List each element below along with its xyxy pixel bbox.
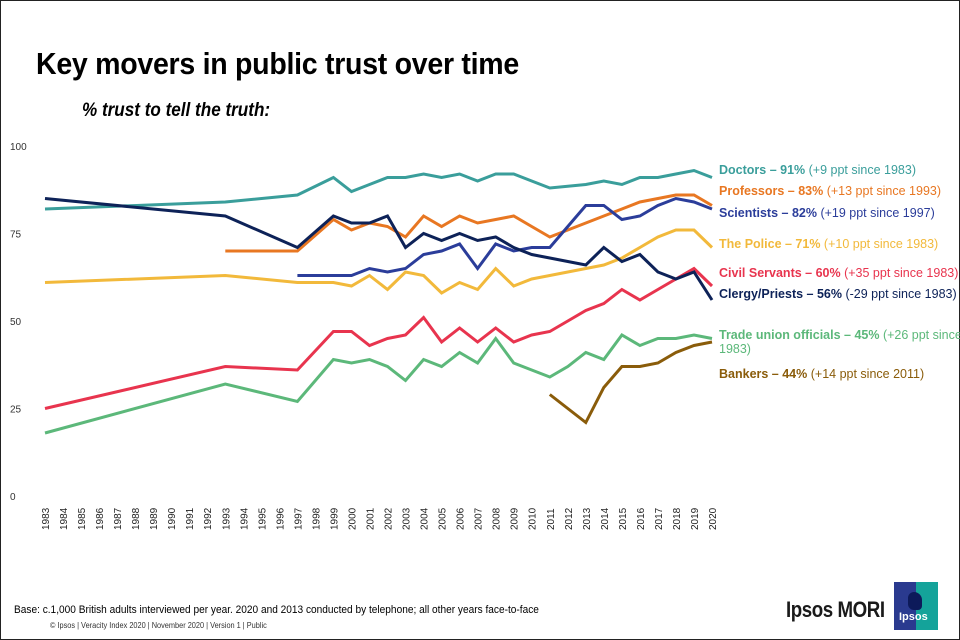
- x-tick-label: 2004: [420, 507, 431, 530]
- legend-label-value: Trade union officials – 45%: [719, 328, 880, 342]
- legend-label-value: Doctors – 91%: [719, 163, 806, 177]
- x-tick-label: 2005: [438, 507, 449, 530]
- legend-label-change: (+19 ppt since 1997): [816, 206, 935, 220]
- x-tick-label: 1998: [311, 507, 322, 530]
- x-tick-label: 2011: [546, 508, 557, 530]
- x-tick-label: 2002: [384, 507, 395, 530]
- x-tick-label: 2009: [510, 507, 521, 530]
- x-tick-label: 2012: [564, 507, 575, 530]
- series-line-bankers: [548, 340, 713, 425]
- x-tick-label: 2019: [690, 507, 701, 530]
- x-tick-label: 2003: [402, 507, 413, 530]
- legend-label-civil-servants: Civil Servants – 60% (+35 ppt since 1983…: [719, 266, 958, 280]
- x-tick-label: 1995: [257, 507, 268, 530]
- x-tick-label: 2020: [708, 507, 719, 530]
- legend-label-value: The Police – 71%: [719, 237, 821, 251]
- logo-right-panel: [916, 582, 938, 630]
- x-tick-label: 2008: [492, 507, 503, 530]
- y-tick-label: 75: [10, 230, 22, 241]
- legend-label-change: (+14 ppt since 2011): [807, 367, 925, 381]
- footer-copyright: © Ipsos | Veracity Index 2020 | November…: [50, 621, 267, 630]
- legend-label-value: Civil Servants – 60%: [719, 266, 841, 280]
- x-tick-label: 1997: [293, 507, 304, 530]
- x-tick-label: 2018: [672, 507, 683, 530]
- x-tick-label: 1992: [203, 507, 214, 530]
- legend-label-change: (+35 ppt since 1983): [840, 266, 959, 280]
- x-tick-label: 2001: [365, 507, 376, 530]
- series-line-doctors: [44, 168, 713, 211]
- legend-label-value: Professors – 83%: [719, 184, 824, 198]
- x-tick-label: 2006: [456, 507, 467, 530]
- legend-label-the-police: The Police – 71% (+10 ppt since 1983): [719, 237, 938, 251]
- x-tick-label: 1989: [149, 507, 160, 530]
- x-tick-label: 1996: [275, 507, 286, 530]
- legend-label-scientists: Scientists – 82% (+19 ppt since 1997): [719, 206, 935, 220]
- x-tick-label: 2014: [600, 507, 611, 530]
- series-line-clergy-priests: [44, 197, 714, 301]
- ipsos-logo: Ipsos: [894, 582, 938, 630]
- footer-base-note: Base: c.1,000 British adults interviewed…: [14, 604, 539, 616]
- legend-label-value: Scientists – 82%: [719, 206, 817, 220]
- y-tick-label: 0: [10, 492, 16, 503]
- x-tick-label: 1983: [41, 507, 52, 530]
- y-tick-label: 50: [10, 317, 22, 328]
- legend-label-bankers: Bankers – 44% (+14 ppt since 2011): [719, 367, 924, 381]
- legend-label-professors: Professors – 83% (+13 ppt since 1993): [719, 184, 941, 198]
- series-line-trade-union-officials: [44, 333, 713, 435]
- chart-title: Key movers in public trust over time: [36, 46, 519, 81]
- x-tick-label: 1993: [221, 507, 232, 530]
- series-line-the-police: [44, 228, 714, 295]
- legend-label-change: (+9 ppt since 1983): [805, 163, 916, 177]
- chart-subtitle: % trust to tell the truth:: [82, 100, 271, 121]
- x-tick-label: 2007: [474, 507, 485, 530]
- legend-label-change: (+26 ppt since: [879, 328, 960, 342]
- series-line-scientists: [297, 196, 713, 277]
- logo-text: Ipsos: [899, 611, 928, 623]
- y-tick-label: 100: [10, 142, 27, 153]
- x-tick-label: 1991: [185, 507, 196, 530]
- x-tick-label: 1994: [239, 507, 250, 530]
- x-tick-label: 2017: [654, 507, 665, 530]
- legend-label-change-cont: 1983): [719, 342, 751, 356]
- legend-label-change: (+10 ppt since 1983): [820, 237, 939, 251]
- series-lines: [44, 168, 714, 435]
- y-tick-label: 25: [10, 405, 22, 416]
- x-tick-label: 1985: [77, 507, 88, 530]
- x-tick-label: 2010: [528, 507, 539, 530]
- series-line-professors: [225, 193, 713, 253]
- x-tick-label: 2000: [347, 507, 358, 530]
- x-tick-label: 1990: [167, 507, 178, 530]
- x-axis: 1983 1984 1985 1986 1987 1988 1989 1990 1991 1992…: [41, 507, 719, 530]
- legend-label-change: (+13 ppt since 1993): [823, 184, 942, 198]
- legend-label-value: Clergy/Priests – 56%: [719, 287, 842, 301]
- y-axis: 0 25 50 75 100: [10, 142, 27, 503]
- x-tick-label: 1999: [329, 507, 340, 530]
- legend-label-trade-union-officials: Trade union officials – 45% (+26 ppt sin…: [719, 328, 960, 356]
- logo-head-icon: [908, 592, 922, 610]
- x-tick-label: 2016: [636, 507, 647, 530]
- x-tick-label: 1986: [95, 507, 106, 530]
- x-tick-label: 1984: [59, 507, 70, 530]
- series-line-civil-servants: [44, 266, 714, 410]
- x-tick-label: 2015: [618, 507, 629, 530]
- legend-label-doctors: Doctors – 91% (+9 ppt since 1983): [719, 163, 916, 177]
- brand-name: Ipsos MORI: [786, 597, 885, 622]
- legend-label-value: Bankers – 44%: [719, 367, 808, 381]
- legend-label-clergy-priests: Clergy/Priests – 56% (-29 ppt since 1983…: [719, 287, 957, 301]
- x-tick-label: 1988: [131, 507, 142, 530]
- legend-label-change: (-29 ppt since 1983): [842, 287, 957, 301]
- x-tick-label: 1987: [113, 507, 124, 530]
- x-tick-label: 2013: [582, 507, 593, 530]
